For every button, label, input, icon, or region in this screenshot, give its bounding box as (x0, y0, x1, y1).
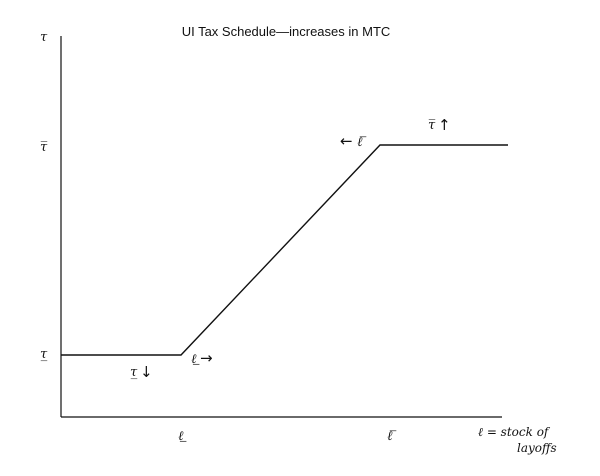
left-arrow-icon: ← (340, 132, 353, 150)
up-arrow-icon: ↑ (438, 116, 451, 134)
upper-rate-annotation: τ̅ ↑ (428, 116, 451, 134)
right-arrow-icon: → (200, 349, 213, 367)
lower-threshold-annotation: ℓ̲ → (191, 349, 213, 367)
x-axis-label-line1: ℓ = stock of (478, 425, 551, 439)
y-axis-top-label: τ (40, 30, 48, 45)
lower-rate-symbol: τ̲ (130, 365, 138, 380)
y-axis-upper-rate-label: τ̅ (40, 140, 48, 155)
lower-rate-annotation: τ̲ ↓ (130, 363, 153, 381)
down-arrow-icon: ↓ (140, 363, 153, 381)
upper-threshold-annotation: ← ℓ̅ (340, 132, 366, 150)
x-axis-label-line2: layoffs (517, 441, 557, 455)
upper-rate-symbol: τ̅ (428, 118, 436, 133)
y-axis-lower-rate-label: τ̲ (40, 347, 48, 362)
diagram-title: UI Tax Schedule—increases in MTC (182, 24, 391, 39)
x-axis-lower-threshold-label: ℓ̲ (178, 429, 187, 444)
x-axis-upper-threshold-label: ℓ̅ (387, 429, 396, 444)
tax-schedule-line (61, 144, 508, 356)
lower-threshold-symbol: ℓ̲ (191, 352, 200, 367)
upper-threshold-symbol: ℓ̅ (357, 135, 366, 150)
